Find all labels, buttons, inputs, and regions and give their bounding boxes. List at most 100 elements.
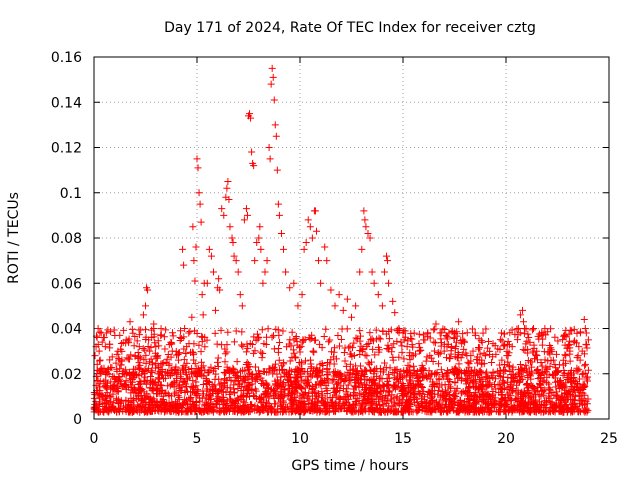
y-tick-label: 0.1 xyxy=(60,186,82,202)
data-point xyxy=(471,398,479,406)
data-point xyxy=(375,348,383,356)
data-point xyxy=(141,346,149,354)
data-point xyxy=(443,354,451,362)
data-point xyxy=(427,387,435,395)
data-point xyxy=(581,325,589,332)
data-point xyxy=(167,338,175,346)
data-point xyxy=(385,405,393,413)
data-point xyxy=(451,378,459,386)
data-point xyxy=(250,349,258,357)
data-point xyxy=(217,380,225,388)
data-point xyxy=(342,388,350,396)
data-point xyxy=(120,326,128,334)
data-point xyxy=(270,387,278,395)
data-point xyxy=(274,200,282,208)
data-point xyxy=(94,387,102,395)
data-point xyxy=(136,364,144,372)
data-point xyxy=(446,383,454,391)
data-point xyxy=(192,378,200,386)
data-point xyxy=(533,352,541,360)
data-point xyxy=(553,368,561,376)
data-point xyxy=(139,345,147,353)
data-point xyxy=(212,400,220,408)
data-point xyxy=(248,376,256,384)
data-point xyxy=(306,223,314,231)
data-point xyxy=(459,330,467,338)
data-point xyxy=(515,402,523,410)
data-point xyxy=(279,327,287,335)
data-point xyxy=(522,361,530,369)
data-point xyxy=(175,384,183,392)
data-point xyxy=(265,144,273,151)
data-point xyxy=(153,353,161,361)
data-point xyxy=(356,268,364,276)
data-point xyxy=(575,365,583,373)
data-point xyxy=(250,333,258,341)
data-point xyxy=(150,320,158,328)
data-point xyxy=(265,392,273,400)
data-point xyxy=(465,360,473,368)
data-point xyxy=(519,346,527,354)
data-point xyxy=(272,408,280,416)
data-point xyxy=(341,344,349,352)
data-point xyxy=(350,352,358,360)
data-point xyxy=(374,382,382,390)
data-point xyxy=(392,376,400,384)
data-point xyxy=(275,211,283,219)
data-point xyxy=(578,401,586,409)
data-point xyxy=(119,370,127,378)
data-point xyxy=(230,252,238,260)
data-point xyxy=(265,365,273,373)
data-point xyxy=(168,398,176,406)
data-point xyxy=(285,390,293,398)
data-point xyxy=(118,356,126,364)
data-point xyxy=(479,329,487,337)
data-point xyxy=(300,394,308,402)
data-point xyxy=(189,223,197,231)
data-point xyxy=(570,403,578,411)
data-point xyxy=(237,395,245,403)
data-point xyxy=(312,227,320,235)
data-point xyxy=(218,388,226,396)
data-point xyxy=(277,401,285,409)
data-point xyxy=(206,391,214,399)
data-point xyxy=(148,326,156,334)
data-point xyxy=(415,330,423,338)
data-point xyxy=(127,406,135,414)
data-point xyxy=(226,223,234,231)
data-point xyxy=(236,406,244,414)
data-point xyxy=(185,329,193,337)
data-point xyxy=(375,395,383,403)
data-point xyxy=(464,358,472,366)
data-point xyxy=(93,334,101,342)
data-point xyxy=(333,380,341,388)
data-point xyxy=(309,347,317,355)
data-point xyxy=(137,396,145,404)
data-point xyxy=(244,344,252,352)
data-point xyxy=(96,356,104,364)
data-point xyxy=(397,368,405,376)
data-point xyxy=(391,309,399,317)
data-point xyxy=(393,375,401,383)
data-point xyxy=(351,375,359,383)
data-point xyxy=(320,332,328,340)
data-point xyxy=(570,338,578,346)
data-point xyxy=(483,403,491,411)
data-point xyxy=(431,339,439,347)
data-point xyxy=(463,377,471,385)
data-point xyxy=(187,382,195,390)
data-point xyxy=(481,352,489,360)
data-point xyxy=(183,343,191,351)
data-point xyxy=(195,406,203,414)
data-point xyxy=(177,335,185,343)
data-point xyxy=(371,365,379,373)
data-point xyxy=(581,369,589,377)
data-point xyxy=(256,223,264,231)
data-point xyxy=(420,387,428,395)
data-point xyxy=(500,366,508,374)
data-point xyxy=(426,334,434,342)
data-point xyxy=(482,370,490,378)
data-point xyxy=(98,367,106,375)
data-point xyxy=(154,352,162,360)
data-point xyxy=(570,325,578,333)
